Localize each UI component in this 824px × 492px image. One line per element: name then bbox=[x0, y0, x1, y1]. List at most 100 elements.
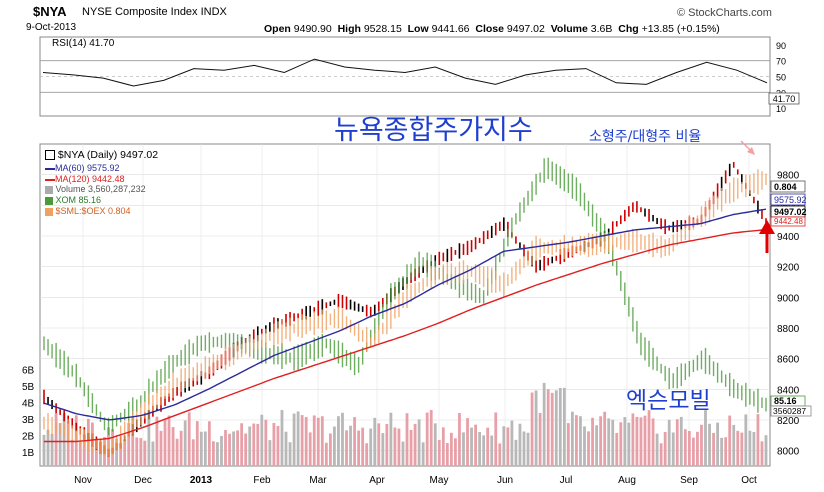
volume-bar bbox=[575, 415, 578, 466]
ma60-badge: 9575.92 bbox=[774, 195, 807, 205]
volume-bar bbox=[212, 441, 215, 466]
volume-bar bbox=[240, 423, 244, 466]
close-label: Close bbox=[475, 23, 504, 35]
volume-bar bbox=[248, 426, 252, 466]
volume-bar bbox=[534, 390, 538, 466]
volume-bar bbox=[405, 413, 409, 466]
volume-bar bbox=[474, 424, 477, 466]
open-label: Open bbox=[264, 23, 291, 35]
volume-bar bbox=[82, 434, 86, 466]
volume-bar bbox=[232, 431, 235, 466]
series-lines bbox=[43, 157, 767, 457]
volume-bar bbox=[732, 424, 736, 466]
volume-bar bbox=[300, 415, 304, 466]
volume-tick-label: 5B bbox=[22, 382, 35, 393]
ohlc-readout: Open 9490.90 High 9528.15 Low 9441.66 Cl… bbox=[264, 23, 720, 35]
volume-bar bbox=[659, 443, 663, 466]
volume-bar bbox=[70, 439, 74, 466]
y-tick-label: 8800 bbox=[777, 324, 800, 335]
volume-bar bbox=[401, 441, 405, 466]
volume-bar bbox=[655, 433, 659, 466]
volume-bar bbox=[740, 432, 744, 466]
volume-bar bbox=[631, 413, 635, 466]
volume-bar bbox=[498, 443, 502, 466]
volume-bar bbox=[373, 417, 377, 466]
volume-bar bbox=[482, 435, 486, 466]
y-tick-label: 8600 bbox=[777, 355, 800, 366]
volume-bar bbox=[365, 443, 369, 466]
volume-bar bbox=[316, 417, 320, 466]
volume-bar bbox=[292, 413, 296, 466]
volume-bar bbox=[683, 429, 687, 466]
rsi-tick-label: 50 bbox=[776, 73, 786, 83]
volume-bar bbox=[304, 417, 308, 466]
volume-bar bbox=[393, 427, 397, 466]
high-value: 9528.15 bbox=[363, 23, 402, 35]
volume-bar bbox=[522, 431, 526, 466]
x-tick-label: Jun bbox=[497, 475, 513, 486]
volume-bar bbox=[724, 437, 728, 466]
red-arrow bbox=[759, 220, 775, 253]
volume-bar bbox=[276, 425, 280, 466]
legend-ratio: $SML:$OEX 0.804 bbox=[45, 206, 131, 216]
low-label: Low bbox=[407, 23, 429, 35]
volume-bar bbox=[720, 437, 724, 466]
x-tick-label: Feb bbox=[253, 475, 271, 486]
volume-bar bbox=[607, 418, 611, 466]
volume-label: Volume bbox=[550, 23, 588, 35]
volume-bar bbox=[78, 441, 82, 466]
right-badges: 0.804 9575.92 9497.02 9442.48 85.16 3560… bbox=[770, 180, 812, 417]
volume-bar bbox=[284, 431, 288, 466]
volume-bar bbox=[437, 439, 441, 466]
volume-bar bbox=[417, 419, 421, 466]
volume-bar bbox=[562, 387, 566, 466]
y-tick-label: 9400 bbox=[777, 232, 800, 243]
volume-bar bbox=[409, 429, 413, 466]
volume-bar bbox=[167, 415, 171, 466]
volume-bar bbox=[50, 433, 54, 466]
volume-bar bbox=[252, 423, 256, 466]
volume-value: 3.6B bbox=[590, 23, 613, 35]
volume-bar bbox=[143, 440, 147, 466]
volume-bar bbox=[466, 418, 469, 466]
open-value: 9490.90 bbox=[293, 23, 332, 35]
x-tick-label: Oct bbox=[741, 475, 757, 486]
volume-bar bbox=[458, 412, 461, 466]
legend-nya: $NYA (Daily) 9497.02 bbox=[45, 149, 158, 161]
volume-bar bbox=[494, 412, 498, 466]
volume-bar bbox=[171, 427, 175, 466]
volume-bar bbox=[312, 415, 316, 466]
y-tick-label: 8200 bbox=[777, 416, 800, 427]
volume-bar bbox=[708, 423, 711, 466]
index-name: NYSE Composite Index INDX bbox=[82, 6, 227, 18]
volume-bar bbox=[324, 442, 328, 466]
volume-bar bbox=[671, 432, 675, 466]
volume-bar bbox=[712, 432, 715, 466]
volume-bar bbox=[760, 441, 764, 466]
volume-bar bbox=[264, 419, 268, 466]
volume-bar bbox=[619, 422, 623, 466]
volume-bar bbox=[587, 431, 590, 466]
x-tick-label: 2013 bbox=[190, 475, 213, 486]
y-tick-label: 8000 bbox=[777, 447, 800, 458]
volume-bar bbox=[486, 427, 490, 466]
volume-bar bbox=[546, 389, 550, 466]
legend-volume: Volume 3,560,287,232 bbox=[45, 184, 146, 194]
rsi-tick-label: 90 bbox=[776, 41, 786, 51]
volume-bar bbox=[530, 392, 534, 466]
rsi-value-badge: 41.70 bbox=[773, 94, 796, 104]
volume-bar bbox=[260, 414, 264, 466]
rsi-grid bbox=[40, 60, 770, 93]
volume-bar bbox=[46, 429, 50, 466]
x-tick-label: Nov bbox=[74, 475, 92, 486]
volume-bar bbox=[603, 411, 607, 466]
volume-bar bbox=[320, 416, 324, 466]
volume-bar bbox=[224, 430, 227, 466]
volume-bar bbox=[490, 435, 494, 466]
volume-bar bbox=[647, 410, 651, 466]
volume-bar bbox=[179, 430, 183, 466]
volume-bar bbox=[736, 430, 740, 466]
volume-bar bbox=[542, 382, 546, 466]
